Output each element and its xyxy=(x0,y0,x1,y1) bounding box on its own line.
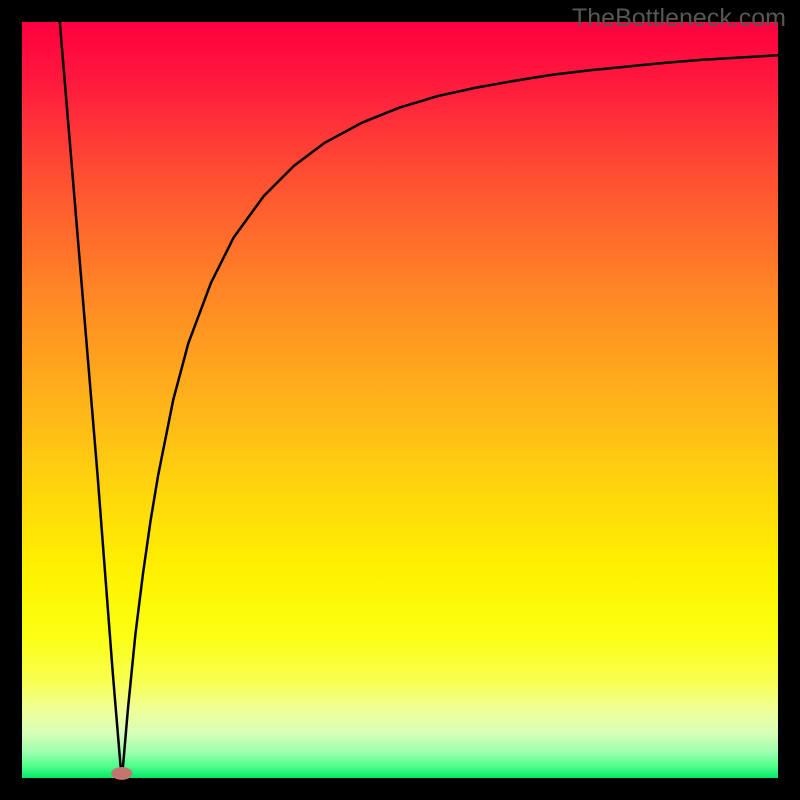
plot-area xyxy=(22,22,778,778)
minimum-marker xyxy=(111,767,132,780)
bottleneck-chart: TheBottleneck.com xyxy=(0,0,800,800)
watermark-text: TheBottleneck.com xyxy=(572,4,786,33)
chart-svg xyxy=(0,0,800,800)
